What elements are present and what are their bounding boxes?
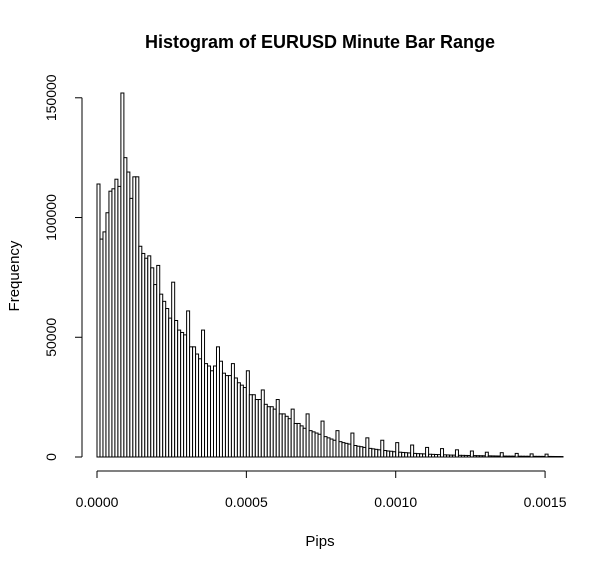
histogram-bar [499,452,504,458]
histogram-bar [469,450,474,458]
x-axis-label: Pips [305,533,334,550]
x-tick-label: 0.0010 [374,494,417,510]
chart-title: Histogram of EURUSD Minute Bar Range [145,32,495,52]
histogram-bar [395,442,400,458]
histogram-bars [96,92,564,458]
histogram-bar [380,439,385,458]
x-tick-label: 0.0000 [76,494,119,510]
histogram-bar [529,453,534,458]
x-tick-label: 0.0015 [524,494,567,510]
histogram-bar [544,453,549,458]
histogram-bar [454,449,459,458]
histogram-bar [425,446,430,458]
y-tick-label: 50000 [43,318,59,357]
y-axis: 0 50000 100000 150000 [43,74,83,461]
y-axis-label: Frequency [6,240,23,311]
y-tick-label: 100000 [43,194,59,241]
histogram-bar [484,451,489,458]
y-tick-label: 0 [43,453,59,461]
x-tick-label: 0.0005 [225,494,268,510]
histogram-bar [410,444,415,458]
histogram-bar [440,448,445,458]
y-tick-label: 150000 [43,74,59,121]
x-axis: 0.0000 0.0005 0.0010 0.0015 [76,470,567,510]
histogram-bar [365,437,370,458]
histogram-bar [514,452,519,458]
